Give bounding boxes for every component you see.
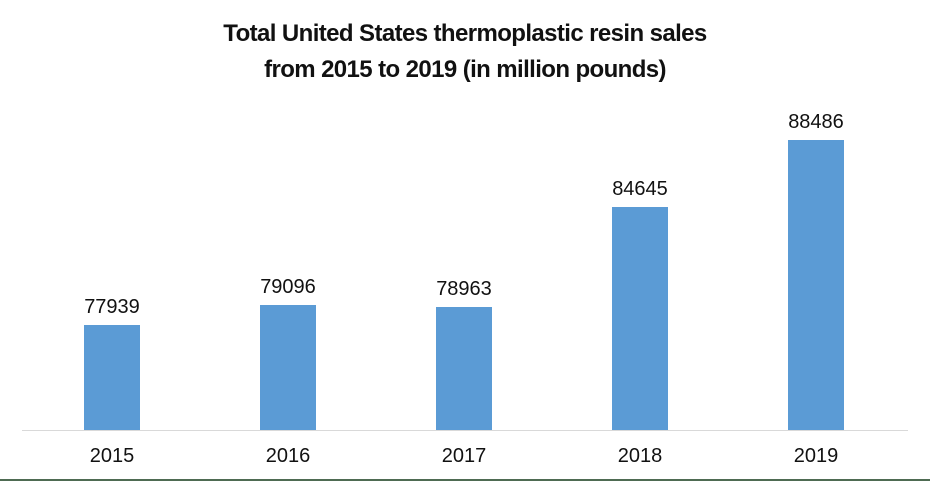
x-tick-label-2018: 2018: [617, 445, 663, 467]
x-tick-label-2017: 2017: [441, 445, 487, 467]
x-axis-line: [22, 430, 908, 431]
bar-2019: [788, 140, 844, 430]
value-label-2016: 79096: [260, 276, 316, 298]
chart-title-line-1: Total United States thermoplastic resin …: [223, 20, 707, 47]
bar-2018: [612, 207, 668, 430]
chart-title: Total United States thermoplastic resin …: [0, 16, 930, 88]
bar-2015: [84, 325, 140, 430]
chart-title-line-2: from 2015 to 2019 (in million pounds): [264, 56, 666, 83]
value-label-2018: 84645: [612, 178, 668, 200]
bar-2016: [260, 305, 316, 430]
value-label-2015: 77939: [84, 296, 140, 318]
bottom-border-line: [0, 479, 930, 481]
value-label-2017: 78963: [436, 278, 492, 300]
x-tick-label-2019: 2019: [793, 445, 839, 467]
x-tick-label-2015: 2015: [89, 445, 135, 467]
x-tick-label-2016: 2016: [265, 445, 311, 467]
value-label-2019: 88486: [788, 111, 844, 133]
bar-2017: [436, 307, 492, 430]
